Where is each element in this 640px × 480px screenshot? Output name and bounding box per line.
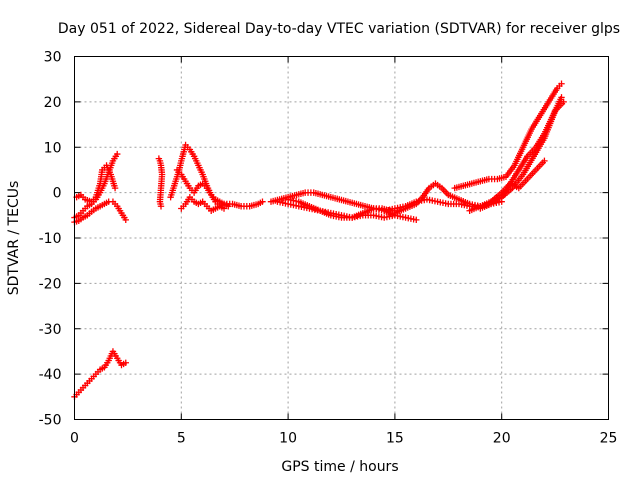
- data-point: [111, 184, 119, 192]
- series-track-k: [284, 196, 399, 221]
- grid-layer: [74, 56, 609, 420]
- data-point: [558, 94, 565, 101]
- series-track-q: [487, 157, 548, 205]
- x-tick-label: 15: [386, 431, 404, 447]
- data-point: [558, 80, 565, 87]
- x-tick-label: 25: [600, 431, 618, 447]
- data-point: [560, 98, 567, 106]
- x-axis-title: GPS time / hours: [281, 459, 398, 475]
- data-layer: [71, 80, 567, 401]
- y-tick-label: 30: [44, 50, 62, 66]
- x-tick-label: 0: [70, 431, 79, 447]
- data-point: [122, 359, 129, 366]
- y-tick-label: -50: [39, 413, 62, 429]
- y-tick-label: 10: [44, 140, 62, 156]
- series-track-c: [73, 162, 119, 205]
- data-point: [259, 198, 266, 205]
- series-track-f: [167, 141, 232, 210]
- plot-frame: [74, 56, 609, 420]
- y-tick-label: -30: [39, 322, 62, 338]
- ticks-layer: 0 5 10 15 20 25 -50 -40 -30 -20 -10 0 10 20 30: [39, 50, 618, 447]
- x-tick-label: 20: [493, 431, 511, 447]
- data-point: [157, 203, 165, 210]
- data-point: [541, 157, 548, 165]
- x-tick-label: 10: [279, 431, 297, 447]
- y-axis-title: SDTVAR / TECUs: [6, 181, 22, 296]
- series-track-e: [155, 155, 166, 210]
- series-track-n: [451, 80, 565, 192]
- x-tick-label: 5: [177, 431, 186, 447]
- y-tick-label: -40: [39, 367, 62, 383]
- chart-title: Day 051 of 2022, Sidereal Day-to-day VTE…: [58, 21, 620, 37]
- series-track-h: [178, 193, 266, 214]
- data-point: [122, 216, 129, 224]
- y-tick-label: -20: [39, 276, 62, 292]
- data-point: [114, 150, 121, 158]
- y-tick-label: 20: [44, 95, 62, 111]
- series-track-p: [466, 98, 567, 214]
- y-tick-label: -10: [39, 231, 62, 247]
- series-track-a: [71, 198, 129, 226]
- data-point: [413, 216, 420, 224]
- y-tick-label: 0: [53, 186, 62, 202]
